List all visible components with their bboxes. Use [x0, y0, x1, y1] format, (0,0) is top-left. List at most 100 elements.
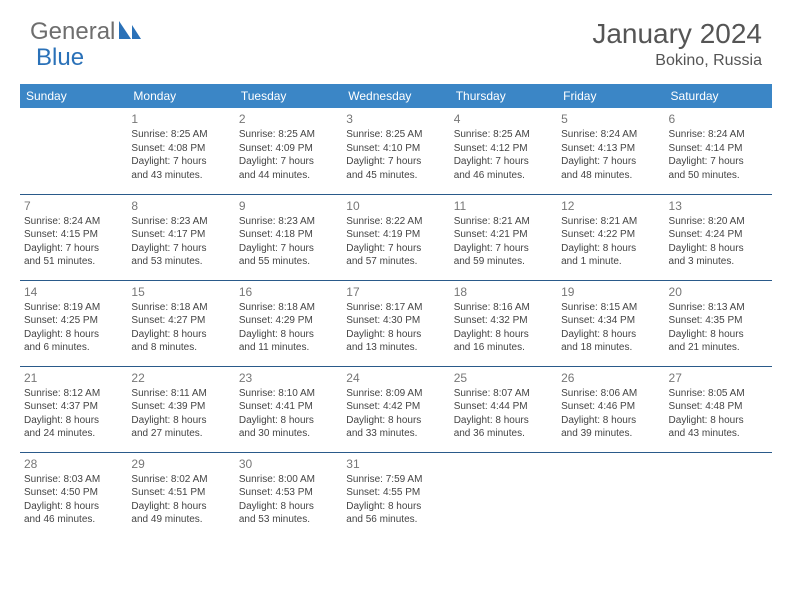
- day-number: 11: [454, 198, 553, 214]
- day-number: 14: [24, 284, 123, 300]
- sunset-text: Sunset: 4:34 PM: [561, 314, 660, 328]
- sunrise-text: Sunrise: 8:17 AM: [346, 301, 445, 315]
- day-number: 30: [239, 456, 338, 472]
- daylight-text: and 21 minutes.: [669, 341, 768, 355]
- day-number: 21: [24, 370, 123, 386]
- sunset-text: Sunset: 4:10 PM: [346, 142, 445, 156]
- daylight-text: and 50 minutes.: [669, 169, 768, 183]
- daylight-text: Daylight: 7 hours: [561, 155, 660, 169]
- daylight-text: Daylight: 7 hours: [239, 155, 338, 169]
- logo-text-blue: Blue: [36, 44, 84, 71]
- calendar-week-row: 14Sunrise: 8:19 AMSunset: 4:25 PMDayligh…: [20, 280, 772, 366]
- logo-sail-icon: [117, 19, 143, 46]
- day-number: 1: [131, 111, 230, 127]
- day-number: 6: [669, 111, 768, 127]
- daylight-text: and 44 minutes.: [239, 169, 338, 183]
- sunrise-text: Sunrise: 8:25 AM: [346, 128, 445, 142]
- sunset-text: Sunset: 4:51 PM: [131, 486, 230, 500]
- sunset-text: Sunset: 4:14 PM: [669, 142, 768, 156]
- day-number: 27: [669, 370, 768, 386]
- sunrise-text: Sunrise: 8:07 AM: [454, 387, 553, 401]
- day-number: 8: [131, 198, 230, 214]
- daylight-text: and 43 minutes.: [131, 169, 230, 183]
- daylight-text: Daylight: 8 hours: [561, 328, 660, 342]
- daylight-text: and 55 minutes.: [239, 255, 338, 269]
- daylight-text: Daylight: 8 hours: [669, 328, 768, 342]
- daylight-text: Daylight: 8 hours: [454, 414, 553, 428]
- sunrise-text: Sunrise: 8:24 AM: [561, 128, 660, 142]
- sunrise-text: Sunrise: 7:59 AM: [346, 473, 445, 487]
- calendar-day-cell: 16Sunrise: 8:18 AMSunset: 4:29 PMDayligh…: [235, 280, 342, 366]
- daylight-text: and 3 minutes.: [669, 255, 768, 269]
- daylight-text: Daylight: 8 hours: [239, 414, 338, 428]
- sunset-text: Sunset: 4:22 PM: [561, 228, 660, 242]
- calendar-day-cell: 6Sunrise: 8:24 AMSunset: 4:14 PMDaylight…: [665, 108, 772, 194]
- daylight-text: and 13 minutes.: [346, 341, 445, 355]
- sunrise-text: Sunrise: 8:18 AM: [239, 301, 338, 315]
- sunrise-text: Sunrise: 8:18 AM: [131, 301, 230, 315]
- weekday-header: Tuesday: [235, 84, 342, 108]
- daylight-text: Daylight: 8 hours: [346, 414, 445, 428]
- sunset-text: Sunset: 4:39 PM: [131, 400, 230, 414]
- calendar-day-cell: 19Sunrise: 8:15 AMSunset: 4:34 PMDayligh…: [557, 280, 664, 366]
- sunrise-text: Sunrise: 8:22 AM: [346, 215, 445, 229]
- sunset-text: Sunset: 4:13 PM: [561, 142, 660, 156]
- daylight-text: Daylight: 8 hours: [454, 328, 553, 342]
- calendar-day-cell: 21Sunrise: 8:12 AMSunset: 4:37 PMDayligh…: [20, 366, 127, 452]
- sunrise-text: Sunrise: 8:13 AM: [669, 301, 768, 315]
- daylight-text: and 59 minutes.: [454, 255, 553, 269]
- calendar-week-row: 28Sunrise: 8:03 AMSunset: 4:50 PMDayligh…: [20, 452, 772, 538]
- calendar-week-row: 7Sunrise: 8:24 AMSunset: 4:15 PMDaylight…: [20, 194, 772, 280]
- calendar-day-cell: [20, 108, 127, 194]
- day-number: 20: [669, 284, 768, 300]
- sunset-text: Sunset: 4:30 PM: [346, 314, 445, 328]
- sunrise-text: Sunrise: 8:16 AM: [454, 301, 553, 315]
- day-number: 15: [131, 284, 230, 300]
- sunset-text: Sunset: 4:21 PM: [454, 228, 553, 242]
- weekday-header: Sunday: [20, 84, 127, 108]
- calendar-day-cell: 5Sunrise: 8:24 AMSunset: 4:13 PMDaylight…: [557, 108, 664, 194]
- daylight-text: Daylight: 8 hours: [24, 500, 123, 514]
- sunrise-text: Sunrise: 8:23 AM: [131, 215, 230, 229]
- day-number: 9: [239, 198, 338, 214]
- sunset-text: Sunset: 4:27 PM: [131, 314, 230, 328]
- daylight-text: and 46 minutes.: [24, 513, 123, 527]
- daylight-text: and 53 minutes.: [239, 513, 338, 527]
- daylight-text: Daylight: 7 hours: [346, 242, 445, 256]
- weekday-header: Monday: [127, 84, 234, 108]
- day-number: 26: [561, 370, 660, 386]
- daylight-text: and 49 minutes.: [131, 513, 230, 527]
- sunrise-text: Sunrise: 8:10 AM: [239, 387, 338, 401]
- sunrise-text: Sunrise: 8:11 AM: [131, 387, 230, 401]
- daylight-text: and 43 minutes.: [669, 427, 768, 441]
- calendar-day-cell: 12Sunrise: 8:21 AMSunset: 4:22 PMDayligh…: [557, 194, 664, 280]
- daylight-text: and 24 minutes.: [24, 427, 123, 441]
- sunset-text: Sunset: 4:18 PM: [239, 228, 338, 242]
- sunset-text: Sunset: 4:25 PM: [24, 314, 123, 328]
- day-number: 18: [454, 284, 553, 300]
- sunrise-text: Sunrise: 8:12 AM: [24, 387, 123, 401]
- sunset-text: Sunset: 4:42 PM: [346, 400, 445, 414]
- daylight-text: Daylight: 8 hours: [669, 242, 768, 256]
- calendar-day-cell: [450, 452, 557, 538]
- month-title: January 2024: [592, 18, 762, 50]
- sunset-text: Sunset: 4:46 PM: [561, 400, 660, 414]
- sunrise-text: Sunrise: 8:24 AM: [669, 128, 768, 142]
- daylight-text: Daylight: 7 hours: [239, 242, 338, 256]
- daylight-text: Daylight: 8 hours: [131, 414, 230, 428]
- logo-text-general: General: [30, 18, 115, 46]
- weekday-header: Saturday: [665, 84, 772, 108]
- calendar-week-row: 1Sunrise: 8:25 AMSunset: 4:08 PMDaylight…: [20, 108, 772, 194]
- sunrise-text: Sunrise: 8:23 AM: [239, 215, 338, 229]
- sunrise-text: Sunrise: 8:25 AM: [239, 128, 338, 142]
- daylight-text: Daylight: 8 hours: [239, 328, 338, 342]
- daylight-text: and 57 minutes.: [346, 255, 445, 269]
- daylight-text: Daylight: 8 hours: [669, 414, 768, 428]
- daylight-text: and 33 minutes.: [346, 427, 445, 441]
- daylight-text: Daylight: 7 hours: [346, 155, 445, 169]
- calendar-day-cell: 14Sunrise: 8:19 AMSunset: 4:25 PMDayligh…: [20, 280, 127, 366]
- daylight-text: Daylight: 8 hours: [346, 500, 445, 514]
- daylight-text: and 11 minutes.: [239, 341, 338, 355]
- sunrise-text: Sunrise: 8:03 AM: [24, 473, 123, 487]
- logo-sub: Blue: [36, 44, 84, 72]
